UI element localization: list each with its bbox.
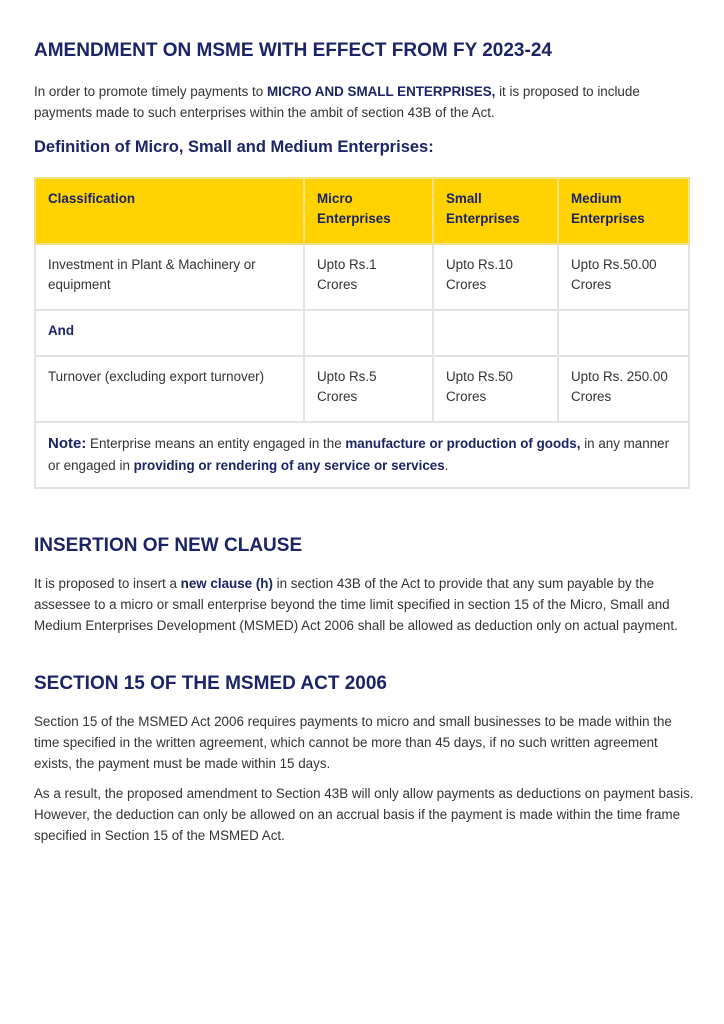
header-cell: Medium Enterprises bbox=[557, 177, 690, 245]
text: in section 43B of the Act to provide tha… bbox=[34, 576, 678, 633]
section-15-paragraph-2: As a result, the proposed amendment to S… bbox=[34, 786, 694, 843]
table-cell: Upto Rs.5 Crores bbox=[303, 355, 434, 423]
table-cell: Upto Rs. 250.00 Crores bbox=[557, 355, 690, 423]
table-row: Investment in Plant & Machinery or equip… bbox=[34, 243, 690, 311]
section-15-paragraph-1: Section 15 of the MSMED Act 2006 require… bbox=[34, 714, 672, 771]
table-cell bbox=[303, 309, 434, 357]
bold-text: manufacture or production of goods, bbox=[345, 436, 581, 451]
header-cell: Classification bbox=[34, 177, 305, 245]
text: It is proposed to insert a bbox=[34, 576, 181, 591]
bold-text: new clause (h) bbox=[180, 576, 273, 591]
text: . bbox=[444, 458, 449, 473]
section-title-amendment: AMENDMENT ON MSME WITH EFFECT FROM FY 20… bbox=[34, 40, 552, 61]
table-cell: Upto Rs.50 Crores bbox=[432, 355, 559, 423]
text: Enterprise means an entity engaged in th… bbox=[86, 436, 346, 451]
table-note-row: Note: Enterprise means an entity engaged… bbox=[34, 421, 690, 489]
table-cell: Upto Rs.50.00 Crores bbox=[557, 243, 690, 311]
header-cell: Small Enterprises bbox=[432, 177, 559, 245]
table-row: Turnover (excluding export turnover) Upt… bbox=[34, 355, 690, 423]
note-label: Note: bbox=[48, 435, 87, 452]
definition-subtitle: Definition of Micro, Small and Medium En… bbox=[34, 138, 434, 156]
text: it is proposed to include payments made … bbox=[34, 84, 640, 120]
table-cell bbox=[557, 309, 690, 357]
msme-definition-table: Classification Micro Enterprises Small E… bbox=[34, 177, 690, 489]
table-cell: Upto Rs.1 Crores bbox=[303, 243, 434, 311]
new-clause-paragraph: It is proposed to insert a new clause (h… bbox=[34, 573, 694, 636]
table-cell: And bbox=[34, 309, 305, 357]
header-cell: Micro Enterprises bbox=[303, 177, 434, 245]
table-cell: Turnover (excluding export turnover) bbox=[34, 355, 305, 423]
bold-text: providing or rendering of any service or… bbox=[133, 458, 445, 473]
table-row: And bbox=[34, 309, 690, 357]
section-title-section-15: SECTION 15 OF THE MSMED ACT 2006 bbox=[34, 673, 387, 694]
bold-text: MICRO AND SMALL ENTERPRISES, bbox=[266, 84, 496, 99]
text: In order to promote timely payments to bbox=[34, 84, 267, 99]
table-cell: Upto Rs.10 Crores bbox=[432, 243, 559, 311]
table-cell bbox=[432, 309, 559, 357]
text: in any manner or engaged in bbox=[48, 436, 670, 473]
note-cell: Note: Enterprise means an entity engaged… bbox=[34, 421, 690, 489]
intro-paragraph: In order to promote timely payments to M… bbox=[34, 81, 694, 123]
table-header-row: Classification Micro Enterprises Small E… bbox=[34, 177, 690, 245]
table-cell: Investment in Plant & Machinery or equip… bbox=[34, 243, 305, 311]
section-title-new-clause: INSERTION OF NEW CLAUSE bbox=[34, 535, 303, 556]
